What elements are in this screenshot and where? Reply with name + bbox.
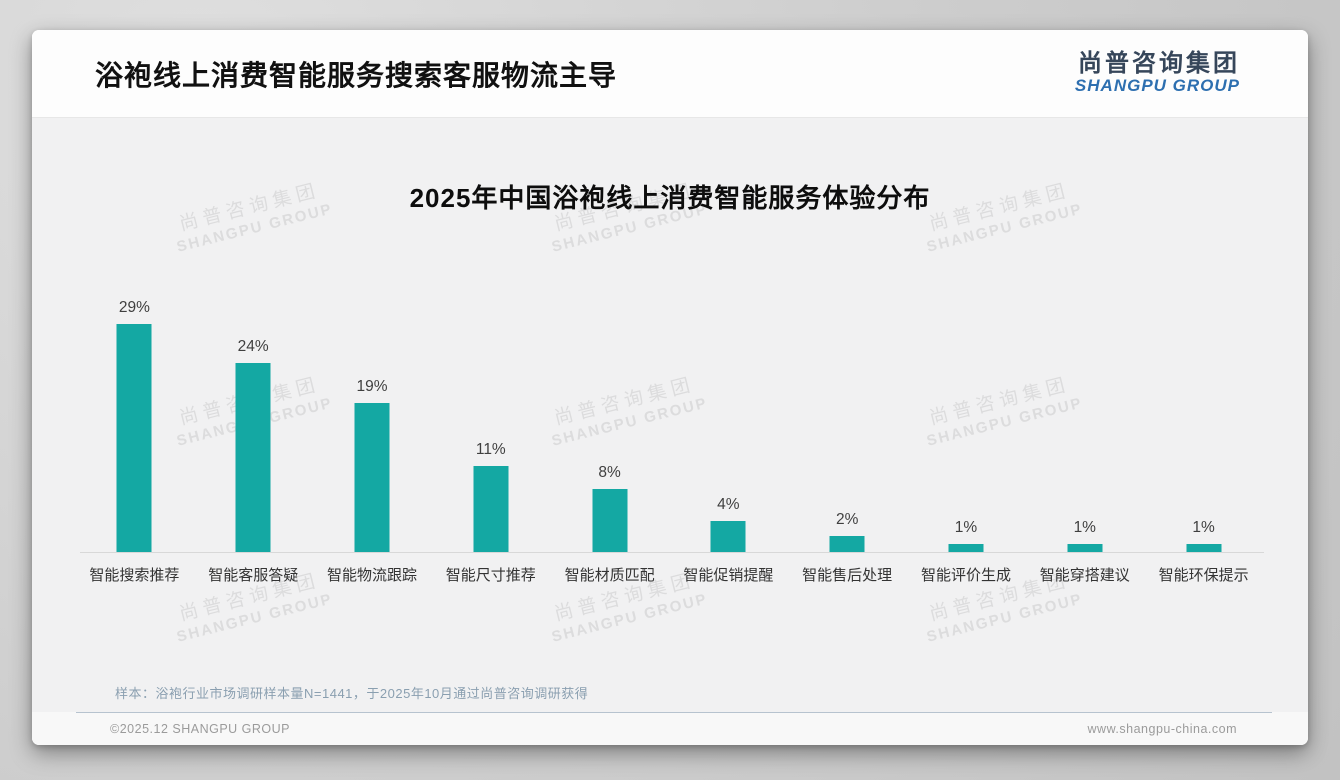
bar-column: 2% [788, 118, 907, 552]
bar [1186, 544, 1222, 552]
bar [829, 536, 865, 552]
report-header: 浴袍线上消费智能服务搜索客服物流主导 尚普咨询集团 SHANGPU GROUP [32, 30, 1308, 118]
bar [354, 403, 390, 552]
category-label: 智能售后处理 [802, 567, 893, 584]
bar-value-label: 29% [118, 299, 150, 316]
category-label: 智能尺寸推荐 [445, 567, 536, 584]
bar [710, 521, 746, 552]
bar-value-label: 1% [1192, 519, 1215, 536]
bar-column: 11% [431, 118, 550, 552]
category-label: 智能客服答疑 [208, 567, 299, 584]
bar [116, 324, 152, 552]
bar-column: 29% [75, 118, 194, 552]
chart-area: 尚普咨询集团 SHANGPU GROUP 尚普咨询集团 SHANGPU GROUP 尚普… [32, 118, 1308, 712]
logo-chinese-text: 尚普咨询集团 [1078, 49, 1240, 77]
bar-column: 24% [194, 118, 313, 552]
footer-divider [76, 712, 1272, 713]
bar-value-label: 11% [475, 441, 506, 458]
bar [1067, 544, 1103, 552]
bar-value-label: 19% [356, 378, 388, 395]
category-label: 智能促销提醒 [683, 567, 774, 584]
bar-value-label: 1% [1073, 519, 1096, 536]
report-card: 浴袍线上消费智能服务搜索客服物流主导 尚普咨询集团 SHANGPU GROUP … [32, 30, 1308, 745]
category-label: 智能穿搭建议 [1039, 567, 1130, 584]
bar-column: 1% [1144, 118, 1263, 552]
bar-value-label: 24% [237, 338, 269, 355]
category-label: 智能物流跟踪 [326, 567, 417, 584]
logo-english-text: SHANGPU GROUP [1074, 76, 1240, 96]
bar-chart: 29% 24% 19% 11% 8% 4% 2% 1% 1% 1% [75, 118, 1263, 552]
bar [235, 363, 271, 552]
bar-value-label: 8% [598, 464, 621, 481]
bar [473, 466, 509, 552]
bar [592, 489, 628, 552]
sample-note: 样本：浴袍行业市场调研样本量N=1441，于2025年10月通过尚普咨询调研获得 [115, 686, 589, 701]
bar-column: 1% [907, 118, 1026, 552]
category-label: 智能搜索推荐 [89, 567, 180, 584]
bar-value-label: 1% [954, 519, 978, 536]
bar-column: 8% [550, 118, 669, 552]
page-title: 浴袍线上消费智能服务搜索客服物流主导 [95, 59, 618, 91]
bar-column: 4% [669, 118, 788, 552]
brand-logo: 尚普咨询集团 SHANGPU GROUP [1074, 49, 1240, 96]
website-text: www.shangpu-china.com [1087, 721, 1237, 736]
bar [948, 544, 984, 552]
report-footer: ©2025.12 SHANGPU GROUP www.shangpu-china… [32, 712, 1308, 745]
category-label: 智能评价生成 [920, 567, 1011, 584]
bar-value-label: 2% [835, 511, 859, 528]
x-axis-line [80, 552, 1264, 553]
bar-column: 1% [1025, 118, 1144, 552]
category-label: 智能材质匹配 [564, 567, 655, 584]
chart-title: 2025年中国浴袍线上消费智能服务体验分布 [409, 183, 931, 213]
bar-column: 19% [313, 118, 432, 552]
bar-value-label: 4% [717, 496, 740, 513]
copyright-text: ©2025.12 SHANGPU GROUP [110, 721, 290, 736]
category-axis: 智能搜索推荐 智能客服答疑 智能物流跟踪 智能尺寸推荐 智能材质匹配 智能促销提醒 智能售后… [75, 564, 1263, 585]
category-label: 智能环保提示 [1158, 567, 1249, 584]
